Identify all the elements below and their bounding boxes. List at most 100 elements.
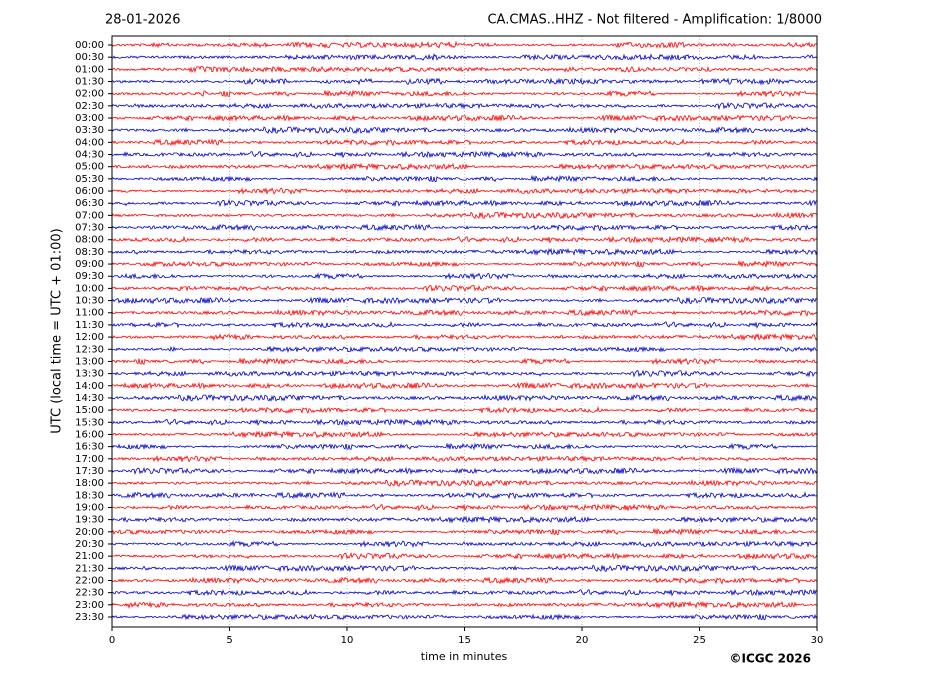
y-tick-label: 21:00: [75, 551, 104, 562]
y-tick-label: 12:00: [75, 332, 104, 343]
y-tick-label: 20:30: [75, 539, 104, 550]
trace: [111, 613, 818, 621]
trace: [111, 247, 818, 256]
y-tick-label: 21:30: [75, 563, 104, 574]
trace: [111, 406, 818, 415]
y-tick-label: 18:00: [75, 478, 104, 489]
y-tick-label: 03:00: [75, 113, 104, 124]
trace: [111, 199, 818, 208]
y-tick-label: 07:00: [75, 210, 104, 221]
trace: [111, 235, 818, 244]
y-tick-label: 02:30: [75, 101, 104, 112]
footer: ©ICGC 2026: [729, 652, 811, 666]
trace: [111, 272, 818, 281]
trace: [111, 491, 818, 500]
y-tick-label: 08:30: [75, 247, 104, 258]
trace: [111, 503, 818, 512]
trace: [111, 564, 818, 573]
y-tick-label: 03:30: [75, 125, 104, 136]
trace: [111, 174, 818, 183]
y-axis-label: UTC (local time = UTC + 01:00): [50, 228, 65, 433]
y-tick-label: 11:00: [75, 308, 104, 319]
trace: [111, 576, 818, 585]
y-tick-label: 23:30: [75, 612, 104, 623]
y-tick-label: 18:30: [75, 490, 104, 501]
chart-subtitle: CA.CMAS..HHZ - Not filtered - Amplificat…: [487, 13, 822, 28]
y-tick-label: 04:00: [75, 137, 104, 148]
trace: [111, 515, 818, 524]
trace: [111, 320, 818, 329]
y-tick-label: 15:30: [75, 417, 104, 428]
y-tick-label: 22:00: [75, 575, 104, 586]
trace: [111, 600, 818, 610]
x-tick-label: 25: [693, 635, 706, 646]
y-tick-label: 10:30: [75, 296, 104, 307]
trace: [111, 345, 818, 353]
y-tick-label: 16:00: [75, 429, 104, 440]
y-tick-label: 08:00: [75, 235, 104, 246]
trace: [111, 296, 818, 305]
trace: [111, 150, 818, 159]
trace: [111, 357, 818, 366]
trace: [111, 442, 818, 451]
trace: [111, 259, 818, 268]
trace: [111, 162, 818, 171]
y-tick-label: 10:00: [75, 283, 104, 294]
y-tick-label: 17:30: [75, 466, 104, 477]
trace: [111, 479, 818, 488]
y-tick-label: 06:00: [75, 186, 104, 197]
trace: [111, 53, 818, 62]
trace: [111, 187, 818, 196]
trace: [111, 539, 818, 548]
y-tick-label: 00:30: [75, 52, 104, 63]
trace: [111, 430, 818, 439]
y-tick-label: 02:00: [75, 89, 104, 100]
y-tick-label: 13:00: [75, 356, 104, 367]
trace: [112, 138, 817, 147]
trace: [111, 588, 818, 597]
y-tick-label: 12:30: [75, 344, 104, 355]
y-tick-label: 05:00: [75, 162, 104, 173]
trace: [111, 369, 818, 378]
y-tick-label: 09:00: [75, 259, 104, 270]
trace: [111, 89, 818, 98]
y-tick-label: 15:00: [75, 405, 104, 416]
y-tick-label: 23:00: [75, 600, 104, 611]
y-tick-label: 16:30: [75, 442, 104, 453]
trace: [111, 455, 818, 463]
x-tick-label: 30: [811, 635, 824, 646]
y-tick-label: 07:30: [75, 223, 104, 234]
y-tick-label: 00:00: [75, 40, 104, 51]
plot-frame: [111, 35, 818, 628]
y-tick-label: 04:30: [75, 150, 104, 161]
trace: [111, 126, 818, 135]
x-tick-label: 10: [341, 635, 354, 646]
x-axis-label: time in minutes: [421, 650, 508, 663]
x-tick-label: 0: [109, 635, 115, 646]
y-tick-label: 01:00: [75, 64, 104, 75]
y-tick-label: 14:30: [75, 393, 104, 404]
trace: [111, 65, 818, 74]
trace: [111, 113, 818, 123]
trace: [111, 284, 818, 293]
y-tick-label: 11:30: [75, 320, 104, 331]
trace: [111, 418, 818, 427]
trace: [111, 40, 818, 49]
y-tick-label: 19:00: [75, 502, 104, 513]
y-tick-label: 19:30: [75, 515, 104, 526]
y-tick-label: 14:00: [75, 381, 104, 392]
x-tick-label: 5: [226, 635, 232, 646]
y-tick-label: 06:30: [75, 198, 104, 209]
trace: [111, 101, 818, 110]
y-tick-label: 20:00: [75, 527, 104, 538]
trace: [111, 466, 818, 476]
y-tick-label: 09:30: [75, 271, 104, 282]
trace: [111, 332, 818, 342]
y-tick-label: 05:30: [75, 174, 104, 185]
trace: [111, 77, 818, 86]
trace: [111, 211, 818, 220]
y-tick-label: 17:00: [75, 454, 104, 465]
y-tick-label: 13:30: [75, 369, 104, 380]
trace: [111, 527, 818, 536]
